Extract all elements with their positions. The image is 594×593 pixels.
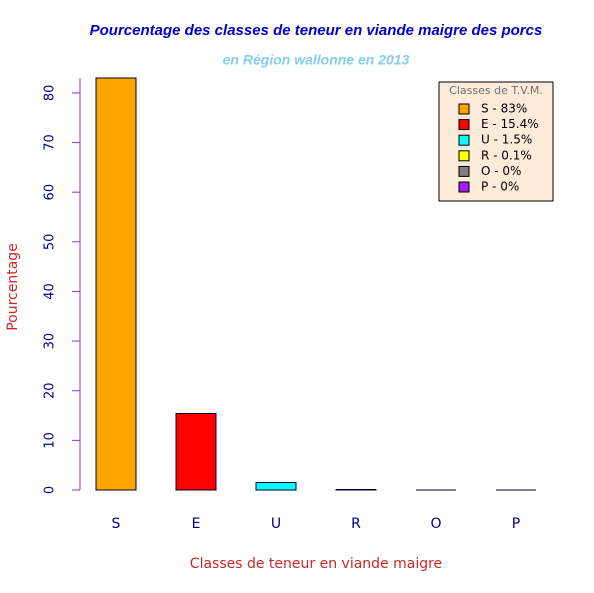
x-tick-label: P xyxy=(512,516,520,532)
y-tick-label: 0 xyxy=(43,486,58,494)
y-tick-label: 50 xyxy=(43,234,58,251)
legend-swatch xyxy=(458,181,470,193)
legend-title: Classes de T.V.M. xyxy=(449,84,543,97)
legend-swatch xyxy=(458,119,470,131)
legend-label: P - 0% xyxy=(481,180,519,194)
legend-label: O - 0% xyxy=(481,164,521,178)
x-tick-label: S xyxy=(112,516,121,532)
x-tick-label: U xyxy=(271,516,281,532)
y-tick-label: 40 xyxy=(43,283,58,300)
legend-label: R - 0.1% xyxy=(481,148,532,162)
bar xyxy=(255,482,297,491)
legend-box xyxy=(438,81,554,202)
chart-title: Pourcentage des classes de teneur en via… xyxy=(90,22,543,39)
y-axis-label: Pourcentage xyxy=(5,243,21,331)
bar xyxy=(95,77,137,491)
legend-label: U - 1.5% xyxy=(481,133,532,147)
bar xyxy=(175,413,217,491)
legend-swatch xyxy=(458,150,470,162)
legend-swatch xyxy=(458,134,470,146)
y-tick-label: 10 xyxy=(43,432,58,449)
legend-swatch xyxy=(458,165,470,177)
x-tick-label: R xyxy=(351,516,361,532)
chart-subtitle: en Région wallonne en 2013 xyxy=(223,52,410,68)
y-tick-label: 70 xyxy=(43,134,58,151)
x-tick-label: O xyxy=(430,516,441,532)
y-tick-label: 60 xyxy=(43,184,58,201)
y-tick-label: 20 xyxy=(43,382,58,399)
x-axis-label: Classes de teneur en viande maigre xyxy=(190,556,442,572)
x-tick-label: E xyxy=(192,516,201,532)
legend-label: E - 15.4% xyxy=(481,117,539,131)
legend-swatch xyxy=(458,103,470,115)
y-tick-label: 80 xyxy=(43,85,58,102)
legend-label: S - 83% xyxy=(481,102,527,116)
y-tick-label: 30 xyxy=(43,333,58,350)
